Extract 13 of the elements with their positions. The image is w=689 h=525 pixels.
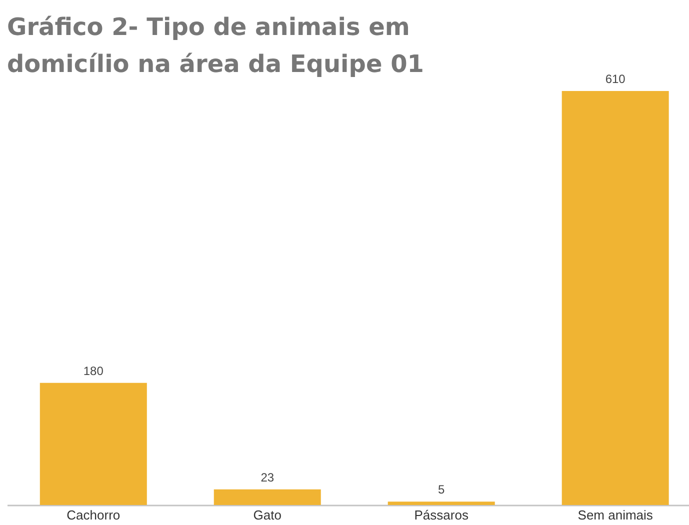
- x-tick-label: Sem animais: [578, 508, 654, 522]
- x-tick-label: Gato: [253, 508, 282, 522]
- bar: [40, 382, 147, 505]
- bar: [214, 489, 321, 505]
- x-tick-label: Cachorro: [66, 508, 120, 522]
- x-tick-label: Pássaros: [414, 508, 469, 522]
- bar: [562, 91, 669, 505]
- data-label: 5: [438, 482, 446, 497]
- data-label: 610: [605, 72, 626, 86]
- chart-title: Gráfico 2- Tipo de animais em domicílio na área da Equipe 01: [7, 13, 424, 78]
- data-label: 23: [260, 470, 274, 484]
- data-label: 180: [83, 364, 104, 378]
- bar: [388, 502, 495, 505]
